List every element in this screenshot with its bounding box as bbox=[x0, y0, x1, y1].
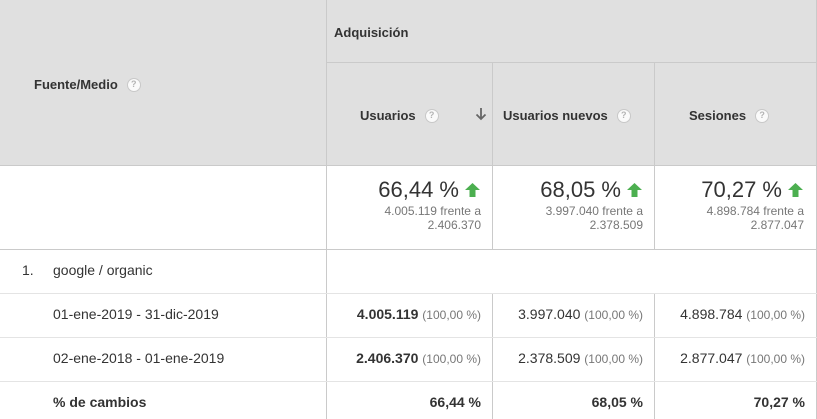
cell-share: (100,00 %) bbox=[422, 308, 481, 322]
help-icon[interactable]: ? bbox=[424, 108, 439, 123]
row-divider bbox=[0, 249, 817, 250]
summary-compare-previous: 2.406.370 bbox=[427, 218, 481, 232]
sort-descending-icon[interactable] bbox=[474, 106, 488, 127]
column-header-usuarios[interactable]: Usuarios ? bbox=[360, 108, 439, 123]
row-divider bbox=[0, 293, 817, 294]
column-header-usuarios-nuevos[interactable]: Usuarios nuevos ? bbox=[503, 108, 631, 123]
column-header-label: Usuarios bbox=[360, 108, 416, 123]
help-icon[interactable]: ? bbox=[126, 77, 141, 92]
row-divider bbox=[326, 62, 817, 63]
row-divider bbox=[0, 165, 817, 166]
summary-compare-previous: 2.877.047 bbox=[750, 218, 804, 232]
table-cell-usuarios-nuevos: 3.997.040 (100,00 %) bbox=[518, 306, 643, 322]
arrow-up-icon bbox=[627, 183, 642, 197]
change-row-label: % de cambios bbox=[53, 394, 147, 410]
cell-value: 2.378.509 bbox=[518, 350, 581, 366]
cell-share: (100,00 %) bbox=[584, 308, 643, 322]
summary-compare: 4.005.119 frente a bbox=[384, 204, 481, 218]
help-icon[interactable]: ? bbox=[616, 108, 631, 123]
dimension-header-label: Fuente/Medio bbox=[34, 77, 118, 92]
summary-percent: 66,44 % bbox=[378, 177, 459, 202]
change-value-usuarios-nuevos: 68,05 % bbox=[591, 394, 643, 410]
cell-share: (100,00 %) bbox=[746, 352, 805, 366]
column-divider bbox=[654, 62, 655, 250]
cell-value: 2.877.047 bbox=[680, 350, 743, 366]
change-value-sesiones: 70,27 % bbox=[753, 394, 805, 410]
column-header-label: Usuarios nuevos bbox=[503, 108, 608, 123]
summary-percent: 70,27 % bbox=[701, 177, 782, 202]
summary-cell-sesiones: 70,27 % 4.898.784 frente a 2.877.047 bbox=[654, 176, 804, 232]
row-index: 1. bbox=[22, 262, 34, 278]
summary-compare: 4.898.784 frente a bbox=[706, 204, 804, 218]
summary-cell-usuarios: 66,44 % 4.005.119 frente a 2.406.370 bbox=[331, 176, 481, 232]
source-medium-link[interactable]: google / organic bbox=[53, 262, 153, 278]
cell-value: 3.997.040 bbox=[518, 306, 581, 322]
table-cell-usuarios: 2.406.370 (100,00 %) bbox=[356, 350, 481, 366]
change-value-usuarios: 66,44 % bbox=[429, 394, 481, 410]
column-header-sesiones[interactable]: Sesiones ? bbox=[689, 108, 770, 123]
cell-value: 2.406.370 bbox=[356, 350, 419, 366]
row-divider bbox=[0, 337, 817, 338]
summary-compare: 3.997.040 frente a bbox=[545, 204, 643, 218]
cell-value: 4.005.119 bbox=[356, 306, 419, 322]
date-range-label: 01-ene-2019 - 31-dic-2019 bbox=[53, 306, 219, 322]
column-divider bbox=[492, 293, 493, 419]
summary-percent: 68,05 % bbox=[540, 177, 621, 202]
summary-cell-usuarios-nuevos: 68,05 % 3.997.040 frente a 2.378.509 bbox=[493, 176, 643, 232]
table-cell-usuarios: 4.005.119 (100,00 %) bbox=[357, 306, 481, 322]
table-cell-sesiones: 4.898.784 (100,00 %) bbox=[680, 306, 805, 322]
cell-value: 4.898.784 bbox=[680, 306, 743, 322]
help-icon[interactable]: ? bbox=[755, 108, 770, 123]
date-range-label: 02-ene-2018 - 01-ene-2019 bbox=[53, 350, 225, 366]
arrow-up-icon bbox=[788, 183, 803, 197]
column-divider bbox=[326, 0, 327, 419]
column-divider bbox=[654, 293, 655, 419]
cell-share: (100,00 %) bbox=[584, 352, 643, 366]
column-header-label: Sesiones bbox=[689, 108, 747, 123]
table-cell-usuarios-nuevos: 2.378.509 (100,00 %) bbox=[518, 350, 643, 366]
summary-compare-previous: 2.378.509 bbox=[589, 218, 643, 232]
cell-share: (100,00 %) bbox=[746, 308, 805, 322]
dimension-header[interactable]: Fuente/Medio ? bbox=[34, 77, 141, 92]
group-header-adquisicion: Adquisición bbox=[334, 25, 409, 40]
cell-share: (100,00 %) bbox=[422, 352, 481, 366]
row-divider bbox=[0, 381, 817, 382]
column-divider bbox=[492, 62, 493, 250]
arrow-up-icon bbox=[465, 183, 480, 197]
table-cell-sesiones: 2.877.047 (100,00 %) bbox=[680, 350, 805, 366]
